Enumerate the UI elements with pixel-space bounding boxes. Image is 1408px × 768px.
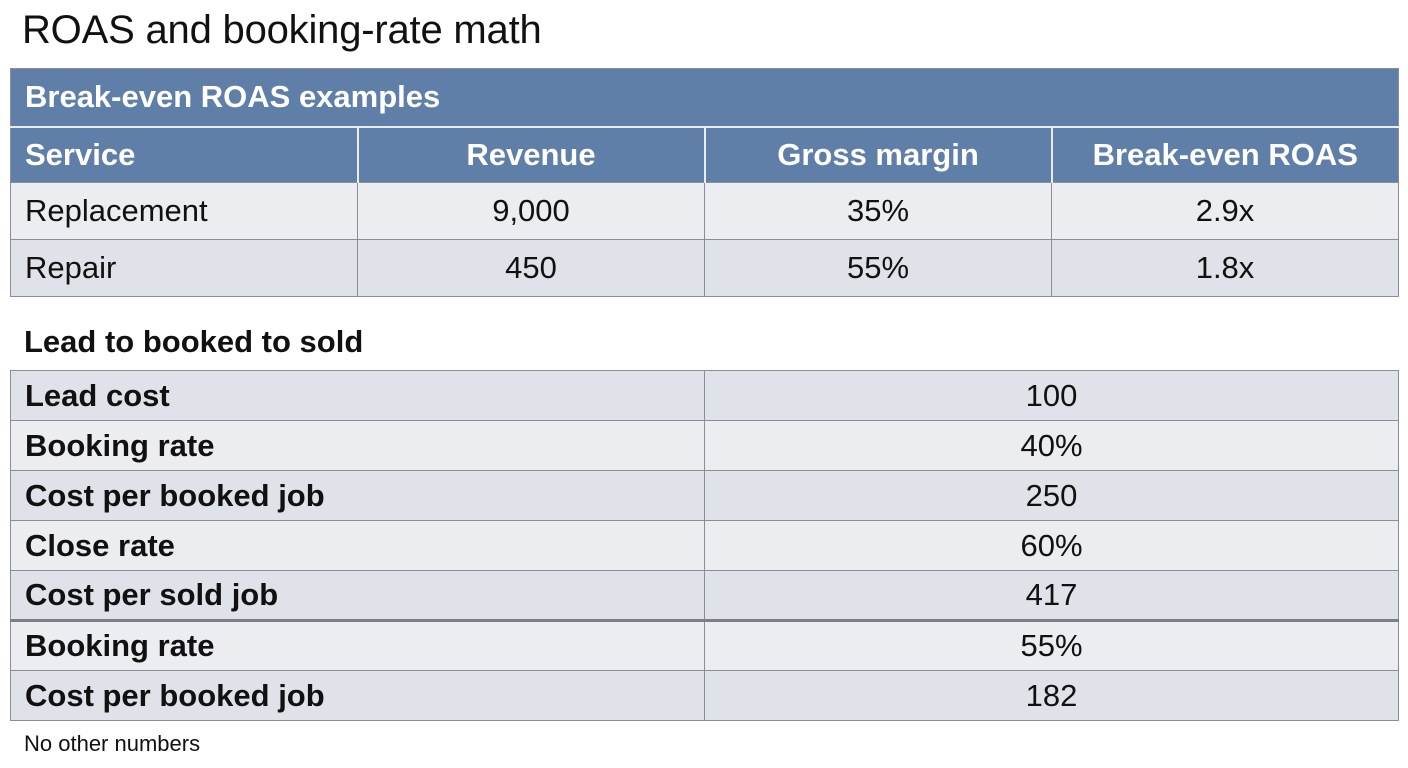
gross-margin-cell: 35%	[704, 182, 1052, 240]
revenue-cell: 9,000	[357, 182, 705, 240]
break-even-roas-table: Break-even ROAS examples Service Revenue…	[9, 68, 1400, 297]
metric-label: Booking rate	[10, 619, 705, 671]
table-row: Booking rate 55%	[10, 619, 1399, 671]
table-row: Cost per sold job 417	[10, 570, 1399, 621]
metric-value: 55%	[704, 619, 1399, 671]
table-row: Replacement 9,000 35% 2.9x	[10, 182, 1400, 240]
metric-label: Cost per booked job	[10, 670, 705, 721]
metric-value: 40%	[704, 420, 1399, 471]
break-even-roas-cell: 1.8x	[1050, 239, 1400, 297]
metric-label: Cost per booked job	[10, 470, 705, 521]
table-row: Booking rate 40%	[10, 420, 1399, 471]
table-row: Repair 450 55% 1.8x	[10, 239, 1400, 297]
metric-value: 60%	[704, 520, 1399, 571]
metric-label: Lead cost	[10, 370, 705, 421]
footnote: No other numbers	[24, 731, 201, 756]
metric-value: 250	[704, 470, 1399, 521]
service-cell: Replacement	[10, 182, 358, 240]
service-cell: Repair	[10, 239, 358, 297]
metric-label: Booking rate	[10, 420, 705, 471]
column-header-gross-margin: Gross margin	[703, 126, 1053, 183]
table-row: Cost per booked job 182	[10, 670, 1399, 721]
column-header-revenue: Revenue	[356, 126, 706, 183]
column-header-service: Service	[10, 126, 359, 183]
funnel-table: Lead cost 100 Booking rate 40% Cost per …	[10, 370, 1399, 721]
table-row: Cost per booked job 250	[10, 470, 1399, 521]
metric-value: 100	[704, 370, 1399, 421]
table-row: Close rate 60%	[10, 520, 1399, 571]
metric-value: 417	[704, 570, 1399, 621]
column-header-break-even-roas: Break-even ROAS	[1050, 126, 1400, 183]
metric-label: Close rate	[10, 520, 705, 571]
metric-label: Cost per sold job	[10, 570, 705, 621]
revenue-cell: 450	[357, 239, 705, 297]
table-caption-row: Break-even ROAS examples	[9, 68, 1400, 128]
break-even-roas-cell: 2.9x	[1050, 182, 1400, 240]
table-header-row: Service Revenue Gross margin Break-even …	[10, 126, 1400, 183]
gross-margin-cell: 55%	[704, 239, 1052, 297]
table-caption: Break-even ROAS examples	[9, 68, 1400, 128]
page-title: ROAS and booking-rate math	[22, 8, 542, 52]
table-row: Lead cost 100	[10, 370, 1399, 421]
metric-value: 182	[704, 670, 1399, 721]
funnel-heading: Lead to booked to sold	[24, 324, 364, 359]
